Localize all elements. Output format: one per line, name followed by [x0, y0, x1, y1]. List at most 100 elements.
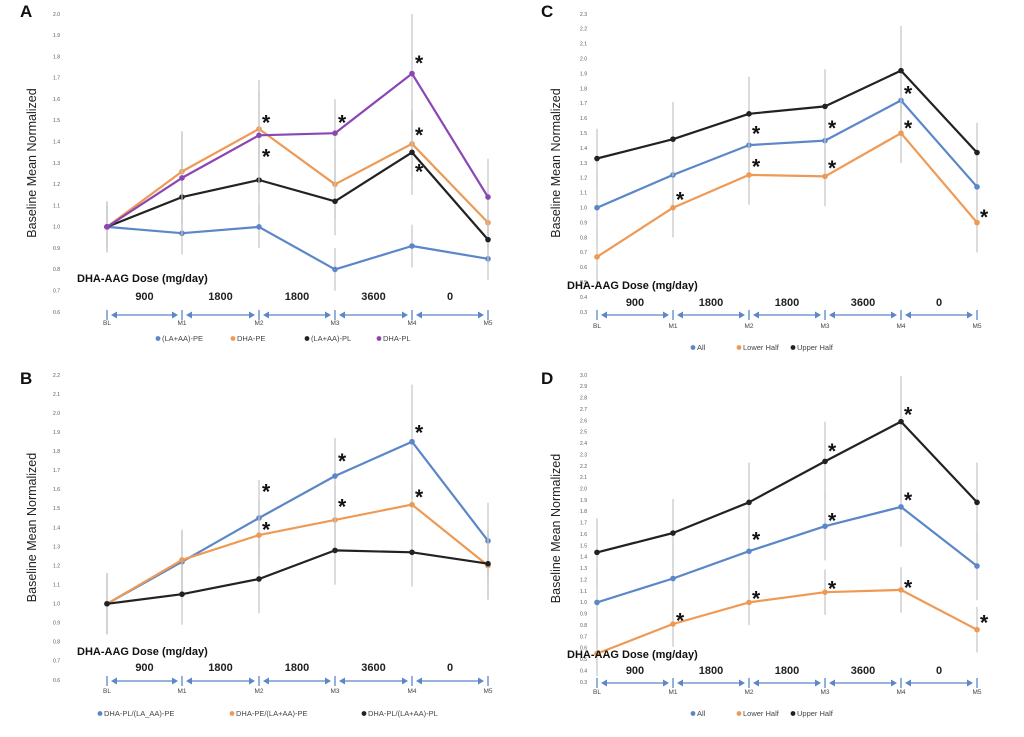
dose-arrow-head-right: [663, 679, 669, 687]
y-tick-label: 1.0: [580, 600, 587, 606]
timepoint-label: M1: [177, 320, 186, 327]
dose-arrow-head-right: [815, 311, 821, 319]
timepoint-label: M1: [177, 688, 186, 695]
y-tick-label: 2.7: [580, 407, 587, 413]
dose-arrow-head-right: [663, 311, 669, 319]
panel-label: A: [20, 2, 32, 21]
y-tick-label: 0.3: [580, 680, 587, 686]
dose-arrow-head-right: [739, 311, 745, 319]
legend-entry: DHA-PE/(LA+AA)-PE: [236, 709, 307, 718]
dose-arrow-head-right: [402, 677, 408, 685]
data-point: [898, 418, 904, 425]
dose-value: 0: [936, 665, 942, 677]
y-tick-label: 1.3: [53, 544, 60, 550]
y-tick-label: 1.5: [53, 506, 60, 512]
legend-entry: Upper Half: [797, 709, 834, 718]
data-point: [409, 243, 415, 249]
data-point: [332, 198, 338, 205]
y-tick-label: 0.9: [580, 220, 587, 226]
y-tick-label: 0.7: [53, 289, 60, 295]
data-point: [974, 149, 980, 156]
dose-arrow-head-left: [111, 677, 117, 685]
significance-asterisk: *: [828, 577, 837, 600]
significance-asterisk: *: [262, 111, 271, 134]
data-point: [409, 149, 415, 156]
dose-arrow-head-left: [829, 311, 835, 319]
data-point: [746, 499, 752, 506]
y-tick-label: 1.8: [53, 449, 60, 455]
timepoint-label: BL: [593, 689, 601, 696]
y-tick-label: 1.7: [580, 521, 587, 527]
dose-arrow-head-right: [249, 677, 255, 685]
series-upper-half: [594, 376, 980, 587]
significance-asterisk: *: [262, 519, 271, 542]
data-point: [332, 473, 338, 479]
dose-value: 3600: [361, 662, 385, 674]
panel-c: C Baseline Mean Normalized 0.3 0.4 0.5 0.6 0.7…: [541, 2, 989, 352]
data-point: [670, 575, 676, 582]
legend-marker: [229, 711, 235, 716]
series-line: [596, 505, 978, 604]
data-point: [822, 523, 828, 530]
y-tick-label: 0.3: [580, 310, 587, 316]
legend-marker: [304, 336, 310, 341]
data-point: [670, 136, 676, 142]
series-lower-half: [594, 567, 980, 677]
dose-arrow-head-right: [967, 311, 973, 319]
significance-asterisk: *: [828, 117, 837, 140]
dose-arrow-head-left: [601, 311, 607, 319]
dose-arrow-head-left: [186, 311, 192, 319]
y-tick-label: 2.9: [580, 384, 587, 390]
data-point: [822, 589, 828, 595]
y-tick-label: 0.9: [53, 621, 60, 627]
dose-arrow-head-left: [677, 311, 683, 319]
data-point: [746, 172, 752, 178]
series-line: [596, 69, 978, 160]
data-point: [746, 599, 752, 606]
series-line: [106, 503, 489, 605]
dose-arrow-head-left: [111, 311, 117, 319]
significance-asterisk: *: [415, 421, 424, 444]
y-tick-label: 1.6: [53, 487, 60, 493]
series-line: [106, 440, 489, 605]
data-point: [974, 184, 980, 190]
series-line: [106, 549, 489, 605]
y-tick-label: 2.8: [580, 396, 587, 402]
dose-title: DHA-AAG Dose (mg/day): [77, 646, 208, 658]
legend-marker: [230, 336, 236, 341]
y-tick-label: 1.7: [580, 101, 587, 107]
significance-asterisk: *: [415, 160, 424, 183]
y-axis-label: Baseline Mean Normalized: [549, 88, 563, 237]
y-tick-label: 1.6: [53, 97, 60, 103]
data-point: [898, 587, 904, 593]
legend-entry: DHA-PL/(LA+AA)-PL: [368, 709, 438, 718]
data-point: [256, 576, 262, 582]
y-tick-label: 0.5: [580, 280, 587, 286]
dose-arrow-head-right: [325, 677, 331, 685]
dose-arrow-head-left: [339, 311, 345, 319]
significance-asterisk: *: [338, 496, 347, 519]
series-line: [596, 99, 978, 209]
dose-value: 1800: [285, 662, 309, 674]
dose-title: DHA-AAG Dose (mg/day): [567, 280, 698, 292]
significance-asterisk: *: [828, 509, 837, 532]
significance-asterisk: *: [338, 111, 347, 134]
data-point: [409, 549, 415, 556]
y-tick-label: 0.8: [580, 235, 587, 241]
dose-arrow-head-left: [263, 677, 269, 685]
dose-value: 3600: [361, 291, 385, 303]
significance-asterisk: *: [415, 486, 424, 509]
legend-marker: [736, 345, 742, 350]
data-point: [179, 557, 185, 563]
significance-asterisk: *: [676, 609, 685, 632]
timepoint-label: BL: [593, 323, 601, 330]
timepoint-label: M3: [820, 323, 829, 330]
data-point: [974, 626, 980, 633]
series-line: [596, 132, 978, 258]
y-tick-label: 1.9: [580, 498, 587, 504]
dose-arrow-head-right: [172, 311, 178, 319]
y-tick-label: 2.0: [53, 12, 60, 18]
data-point: [822, 458, 828, 465]
dose-arrow-head-right: [172, 677, 178, 685]
dose-value: 1800: [699, 665, 723, 677]
